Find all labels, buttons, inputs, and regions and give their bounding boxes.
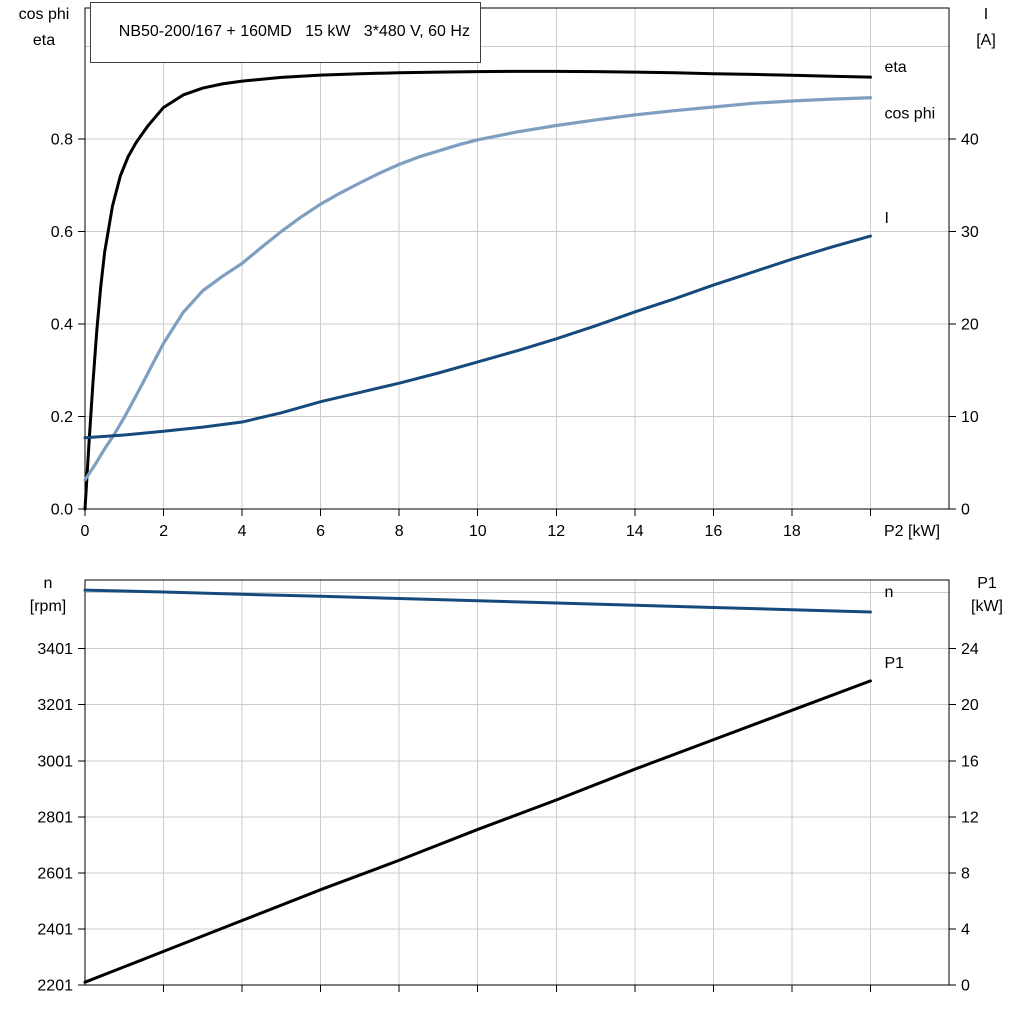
bottom-chart-right-axis-header: P1 [kW] [949,572,1024,618]
left-axis-tick-label: 0.4 [51,316,73,333]
right-axis-tick-label: 0 [961,502,970,519]
left-axis-header-speed-unit: [rpm] [29,598,67,615]
right-axis-tick-label: 20 [961,697,979,714]
right-axis-header-power: P1 [977,575,997,592]
curve-label-cos-phi: cos phi [884,106,935,123]
right-axis-tick-label: 8 [961,865,970,882]
curve-label-n: n [884,584,893,601]
x-axis-label: P2 [kW] [884,523,940,540]
right-axis-tick-label: 4 [961,921,970,938]
curve-label-eta: eta [884,59,906,76]
right-axis-tick-label: 24 [961,641,979,658]
left-axis-tick-label: 2401 [37,921,73,938]
right-axis-tick-label: 40 [961,131,979,148]
x-axis-tick-label: 16 [704,523,722,540]
right-axis-tick-label: 16 [961,753,979,770]
left-axis-tick-label: 0.6 [51,224,73,241]
x-axis-tick-label: 18 [783,523,801,540]
curve-I [83,234,872,440]
x-axis-tick-label: 2 [159,523,168,540]
right-axis-header-current-unit: [A] [976,32,996,49]
left-axis-tick-label: 0.0 [51,502,73,519]
left-axis-tick-label: 2601 [37,865,73,882]
left-axis-tick-label: 3001 [37,753,73,770]
left-axis-tick-label: 0.8 [51,131,73,148]
left-axis-tick-label: 3201 [37,697,73,714]
plot-border [84,7,950,510]
right-axis-tick-label: 20 [961,316,979,333]
left-axis-tick-label: 2201 [37,978,73,995]
top-chart-right-axis-header: I [A] [950,2,1022,54]
left-axis-tick-label: 2801 [37,809,73,826]
right-axis-header-current: I [983,6,989,23]
x-axis-tick-label: 12 [547,523,565,540]
left-axis-tick-label: 0.2 [51,409,73,426]
right-axis-tick-label: 30 [961,224,979,241]
curve-eta [83,69,872,511]
left-axis-header-cos-phi: cos phi [18,6,70,23]
x-axis-tick-label: 14 [626,523,644,540]
x-axis-tick-label: 8 [395,523,404,540]
left-axis-tick-label: 3401 [37,641,73,658]
chart-title-box: NB50-200/167 + 160MD 15 kW 3*480 V, 60 H… [90,2,481,63]
right-axis-tick-label: 10 [961,409,979,426]
right-axis-header-power-unit: [kW] [971,598,1003,615]
left-axis-header-eta: eta [32,32,56,49]
right-axis-tick-label: 0 [961,978,970,995]
x-axis-tick-label: 4 [238,523,247,540]
chart-title: NB50-200/167 + 160MD 15 kW 3*480 V, 60 H… [118,23,470,40]
bottom-chart-left-axis-header: n [rpm] [2,572,94,618]
plot-border [84,579,950,986]
curve-label-I: I [884,210,888,227]
curve-P1 [83,679,872,984]
x-axis-tick-label: 6 [316,523,325,540]
curve-n [83,588,872,614]
top-chart-left-axis-header: cos phi eta [0,2,88,54]
right-axis-tick-label: 12 [961,809,979,826]
left-axis-header-speed: n [43,575,53,592]
x-axis-tick-label: 0 [81,523,90,540]
curve-label-P1: P1 [884,655,904,672]
x-axis-tick-label: 10 [469,523,487,540]
curve-cos-phi [83,96,873,482]
